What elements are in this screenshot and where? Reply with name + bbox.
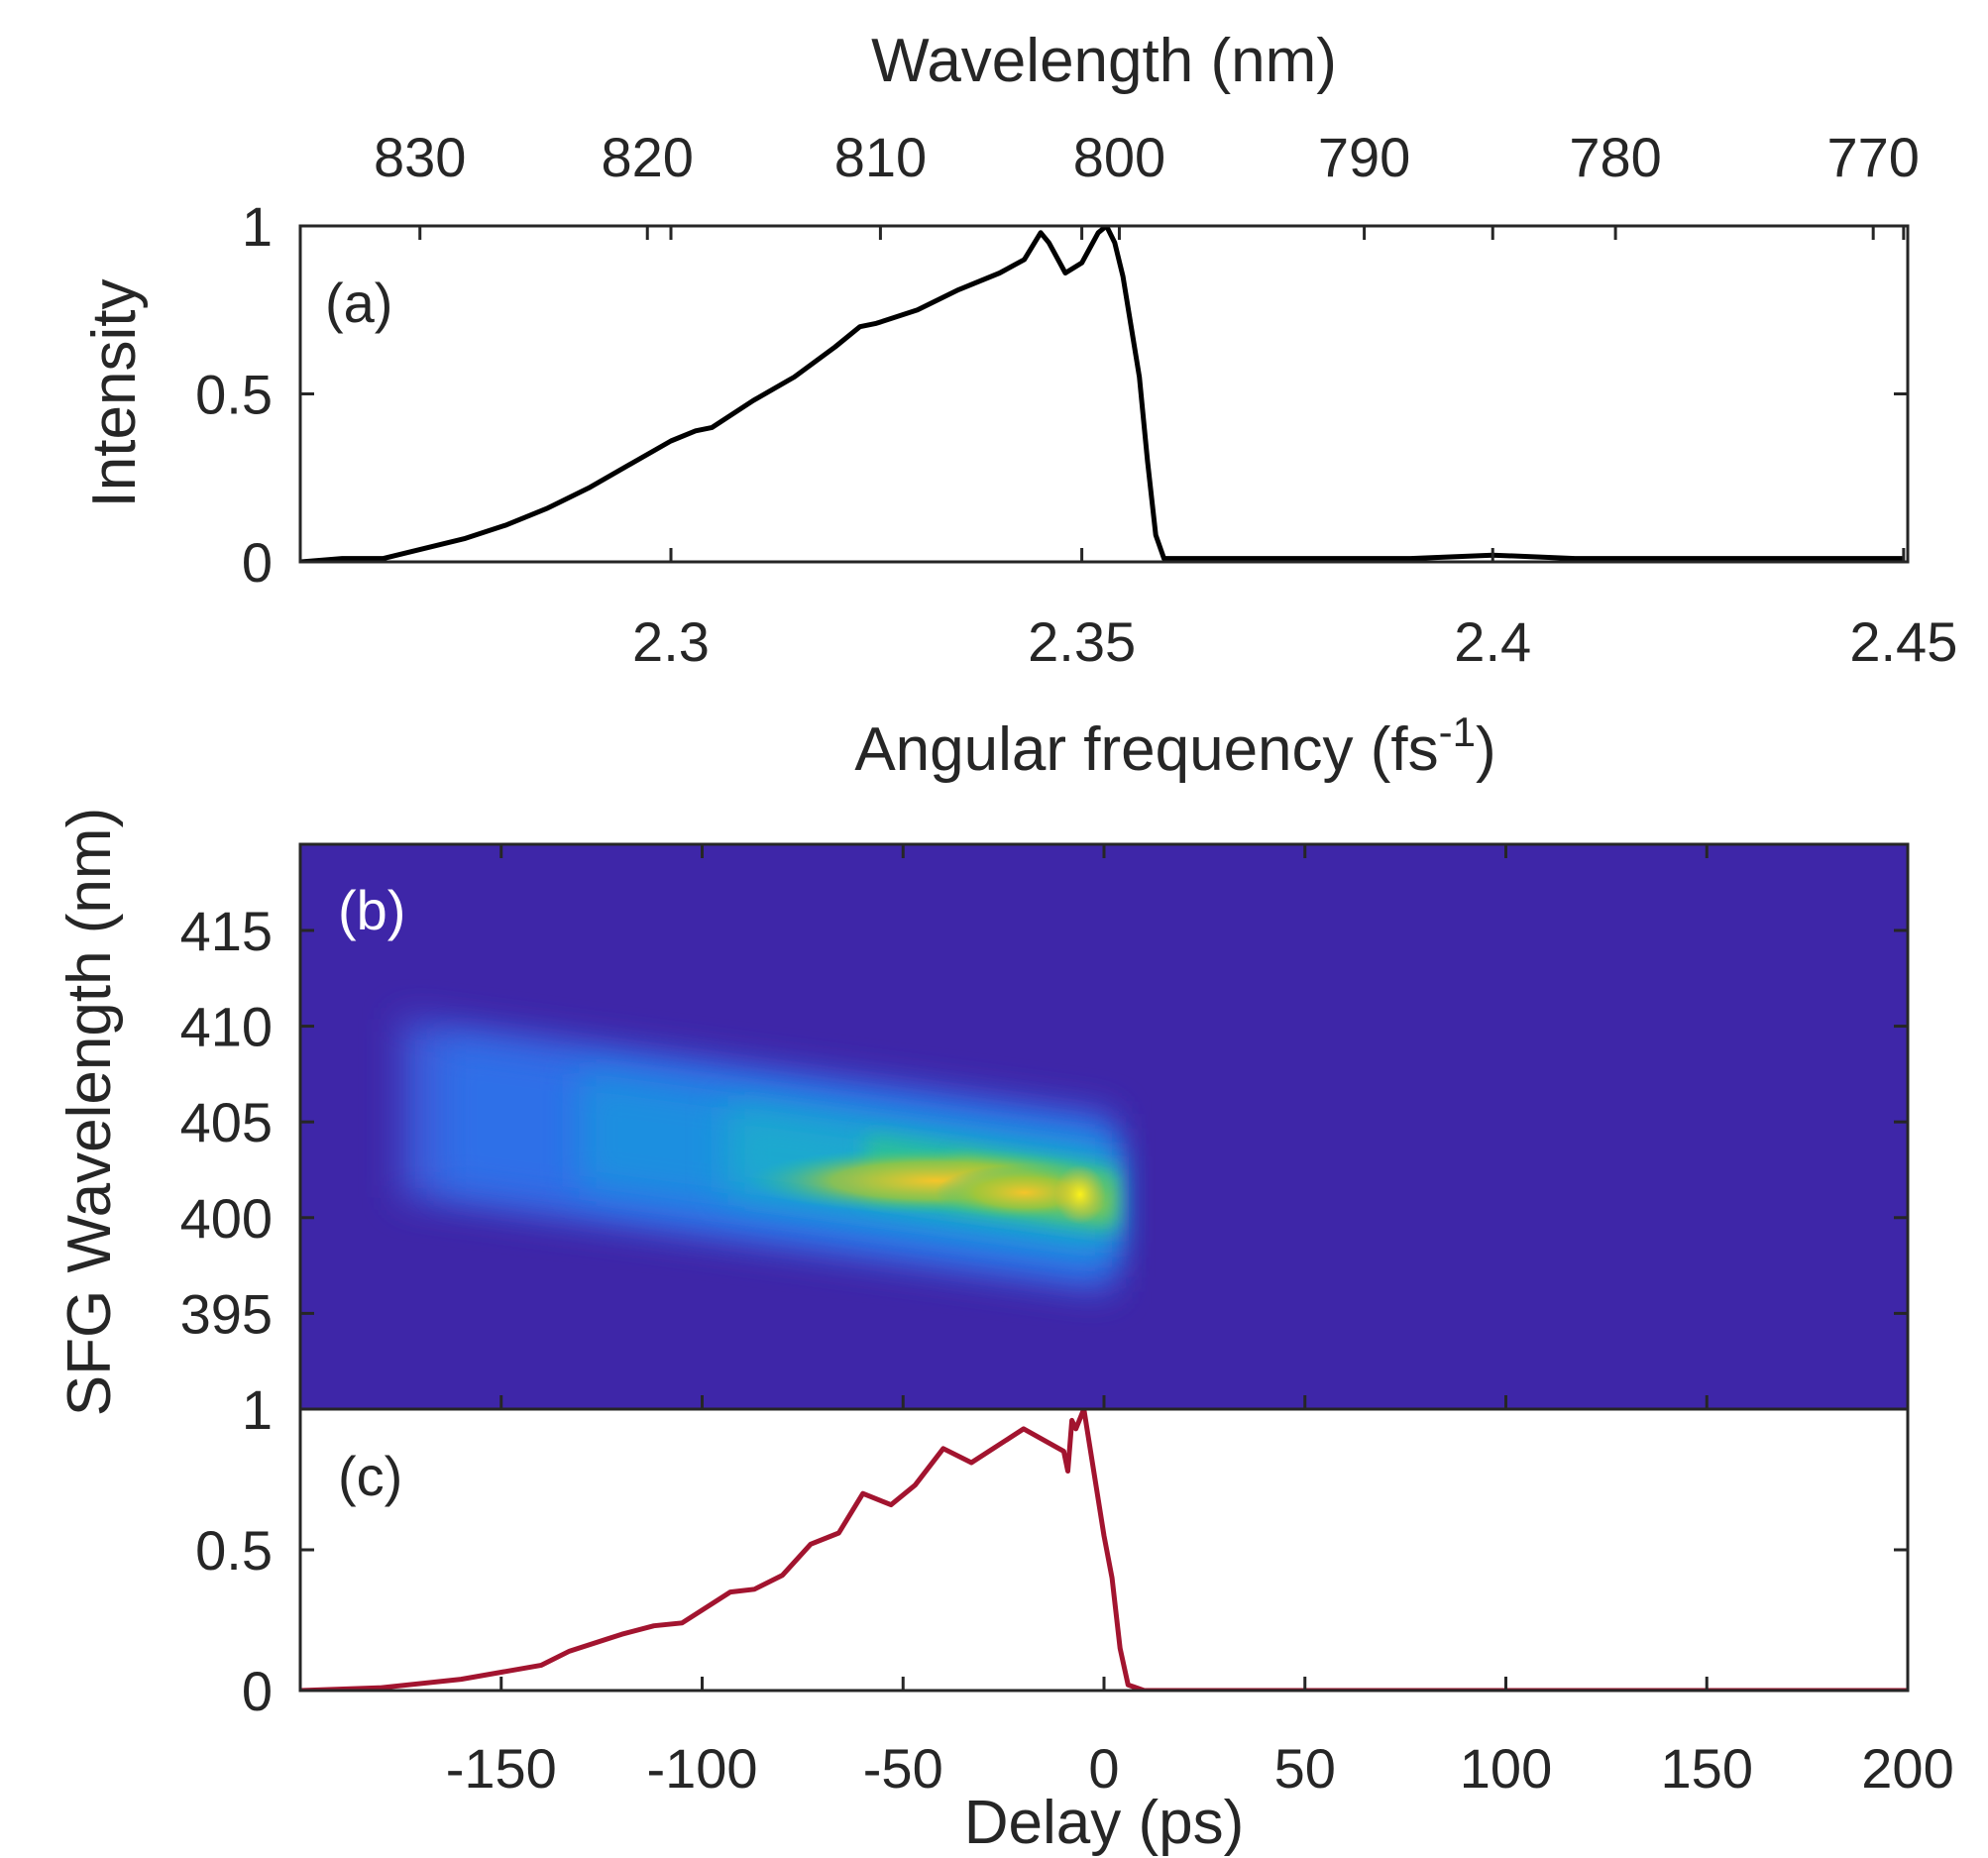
panel-b-ytick-label: 415 — [180, 900, 273, 962]
panel-a-xlabel: Angular frequency (fs-1) — [854, 709, 1495, 784]
panel-a: 2.3 2.35 2.4 2.45 00.51 830 820 810 800 790 780 7… — [80, 27, 1957, 784]
panel-c-xtick-label: 150 — [1661, 1737, 1753, 1800]
panel-c-xtick-label: 50 — [1274, 1737, 1336, 1800]
panel-c-xtick-label: -150 — [446, 1737, 557, 1800]
panel-c-ytick-label: 0 — [242, 1660, 273, 1722]
panel-a-top-tick-label: 830 — [374, 126, 466, 188]
panel-c-label: (c) — [338, 1445, 402, 1507]
panel-a-ytick-label: 1 — [242, 195, 273, 258]
heatmap-signal — [400, 1018, 1124, 1293]
panel-a-ylabel: Intensity — [80, 279, 149, 508]
panel-a-top-tick-label: 790 — [1318, 126, 1410, 188]
panel-c-frame — [298, 1407, 1910, 1693]
panel-c-xtick-label: 100 — [1460, 1737, 1552, 1800]
panel-a-top-tick-label: 810 — [834, 126, 927, 188]
panel-a-xtick-label: 2.3 — [632, 610, 710, 673]
panel-a-top-tick-label: 770 — [1826, 126, 1919, 188]
panel-b-ytick-label: 405 — [180, 1091, 273, 1153]
panel-a-xtick-label: 2.45 — [1849, 610, 1957, 673]
panel-a-xlabel-sup: -1 — [1439, 709, 1476, 755]
panel-c-left-ticks: 00.51 — [195, 1378, 1908, 1722]
panel-a-top-xlabel: Wavelength (nm) — [871, 27, 1337, 95]
panel-a-xtick-label: 2.35 — [1028, 610, 1136, 673]
sfg-integrated-line — [300, 1409, 1908, 1691]
panel-c-xtick-label: 0 — [1088, 1737, 1119, 1800]
panel-a-xlabel-close: ) — [1476, 715, 1496, 784]
panel-a-xlabel-main: Angular frequency (fs — [854, 715, 1438, 784]
panel-c-bottom-ticks: -150 -100 -50 0 50 100 150 200 — [446, 844, 1954, 1800]
panel-b-ytick-label: 410 — [180, 996, 273, 1058]
panel-c: -150 -100 -50 0 50 100 150 200 00.51 (c) Delay … — [195, 844, 1954, 1857]
panel-b-label: (b) — [338, 879, 405, 941]
panel-a-top-tick-label: 780 — [1569, 126, 1661, 188]
panel-c-xtick-label: 200 — [1861, 1737, 1953, 1800]
spectrum-line — [300, 226, 1904, 562]
panel-a-frame — [298, 224, 1910, 564]
panel-c-xlabel: Delay (ps) — [964, 1789, 1245, 1857]
panel-c-xtick-label: -100 — [646, 1737, 757, 1800]
panel-b: 395 400 405 410 415 (b) SFG Wavelength (nm) — [55, 808, 1910, 1416]
panel-b-ytick-label: 400 — [180, 1187, 273, 1250]
panel-a-label: (a) — [325, 272, 392, 334]
panel-b-left-ticks: 395 400 405 410 415 — [180, 900, 1908, 1345]
panel-a-left-ticks: 00.51 — [195, 195, 1908, 594]
panel-b-ylabel: SFG Wavelength (nm) — [55, 808, 124, 1416]
panel-a-ytick-label: 0 — [242, 531, 273, 594]
panel-b-ytick-label: 395 — [180, 1282, 273, 1345]
panel-a-xtick-label: 2.4 — [1454, 610, 1531, 673]
panel-a-top-tick-label: 820 — [602, 126, 694, 188]
panel-a-top-ticks: 830 820 810 800 790 780 770 — [374, 126, 1920, 240]
heatmap-peak — [1053, 1164, 1106, 1225]
panel-a-ytick-label: 0.5 — [195, 364, 273, 426]
panel-a-bottom-ticks: 2.3 2.35 2.4 2.45 — [632, 226, 1957, 673]
panel-a-top-tick-label: 800 — [1073, 126, 1165, 188]
panel-c-ytick-label: 1 — [242, 1378, 273, 1441]
panel-c-xtick-label: -50 — [863, 1737, 943, 1800]
panel-c-ytick-label: 0.5 — [195, 1519, 273, 1582]
